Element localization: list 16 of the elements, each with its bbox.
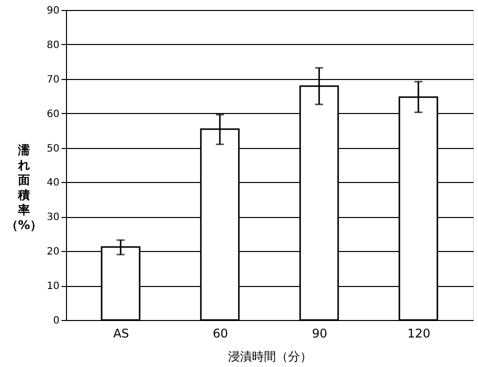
y-tick-label: 90 xyxy=(46,6,60,16)
y-tick-label: 0 xyxy=(53,316,60,326)
x-tick-label: 120 xyxy=(407,326,430,340)
y-tick-label: 20 xyxy=(46,246,60,258)
y-tick-label: 60 xyxy=(46,108,60,120)
x-tick-label: 60 xyxy=(212,326,228,340)
y-tick-label: 40 xyxy=(46,178,60,189)
y-tick-label: 30 xyxy=(46,212,60,224)
x-axis-title: 浸漬時間（分） xyxy=(228,350,312,364)
y-tick-label: 50 xyxy=(46,143,60,154)
y-axis-title: 濡れ面積率（%） xyxy=(6,143,42,232)
x-tick-label: 90 xyxy=(312,326,328,340)
x-tick-label: AS xyxy=(113,326,130,340)
y-tick-label: 80 xyxy=(46,40,60,51)
y-tick-label: 70 xyxy=(46,74,60,86)
y-tick-label: 10 xyxy=(46,281,60,292)
